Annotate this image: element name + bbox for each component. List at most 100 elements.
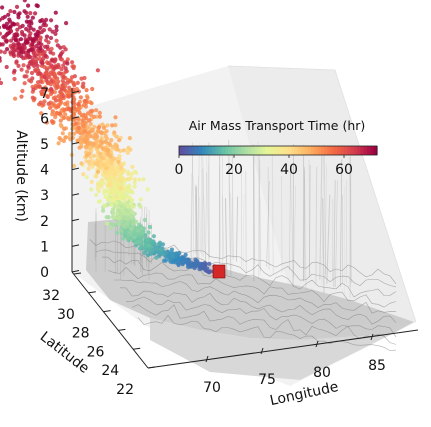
trajectory-point (59, 51, 64, 57)
trajectory-point (139, 244, 144, 249)
trajectory-point (0, 80, 4, 86)
z-tick-label: 1 (40, 239, 49, 255)
terrain-ridge-line (114, 279, 397, 314)
trajectory-point (115, 211, 120, 216)
trajectory-point (22, 0, 27, 3)
trajectory-point (31, 63, 37, 69)
colorbar-segment (192, 146, 197, 155)
trajectory-point (154, 255, 159, 260)
trajectory-point (50, 58, 55, 63)
trajectory-point (12, 32, 17, 38)
trajectory-point (88, 121, 93, 127)
trajectory-point (21, 63, 26, 68)
trajectory-point (22, 81, 27, 86)
trajectory-point (99, 178, 105, 183)
trajectory-point (93, 174, 98, 179)
trajectory-point (88, 109, 93, 114)
x-tick-mark (260, 347, 264, 355)
colorbar-segment (278, 146, 282, 155)
trajectory-point (76, 125, 81, 130)
trajectory-point (130, 164, 135, 169)
trajectory-point (129, 189, 134, 194)
trajectory-point (207, 270, 212, 275)
trajectory-point (72, 74, 77, 79)
terrain-base (86, 218, 414, 340)
x-tick-label: 80 (313, 365, 331, 381)
trajectory-point (19, 54, 24, 59)
colorbar-segment (208, 146, 213, 155)
trajectory-point (46, 101, 51, 106)
trajectory-point (4, 39, 9, 44)
trajectory-point (59, 87, 64, 92)
colorbar-segment (245, 146, 249, 155)
colorbar-segment (307, 146, 312, 155)
trajectory-point (122, 197, 127, 202)
trajectory-point (52, 66, 57, 71)
trajectory-point (132, 184, 137, 189)
trajectory-point (71, 65, 76, 71)
trajectory-point (61, 74, 66, 80)
trajectory-point (62, 80, 67, 85)
trajectory-point (22, 33, 27, 38)
trajectory-point (89, 187, 94, 192)
trajectory-point (62, 126, 67, 131)
x-tick-label: 75 (258, 372, 276, 388)
trajectory-point (48, 82, 54, 87)
trajectory-point (31, 38, 36, 43)
colorbar-segment (301, 146, 305, 155)
trajectory-point (54, 24, 59, 29)
trajectory-point (135, 228, 140, 233)
trajectory-point (38, 100, 43, 105)
trajectory-point (53, 31, 58, 36)
trajectory-point (59, 67, 64, 72)
trajectory-point (38, 25, 43, 30)
x-axis-label: Longitude (268, 379, 339, 409)
trajectory-point (87, 118, 92, 123)
trajectory-point (109, 166, 114, 171)
trajectory-point (118, 200, 123, 206)
trajectory-point (68, 107, 73, 112)
trajectory-point (83, 139, 88, 144)
trajectory-point (108, 221, 113, 226)
trajectory-point (125, 236, 130, 241)
trajectory-point (42, 86, 47, 92)
trajectory-point (57, 98, 62, 103)
trajectory-point (98, 143, 103, 148)
z-tick-mark (71, 193, 80, 196)
y-tick-label: 24 (101, 363, 119, 379)
z-tick-label: 0 (40, 265, 49, 281)
trajectory-point (112, 130, 117, 135)
trajectory-point (0, 49, 3, 54)
trajectory-point (95, 68, 100, 73)
colorbar-segment (231, 146, 236, 155)
trajectory-point (94, 192, 99, 197)
trajectory-point (0, 31, 2, 36)
trajectory-point (125, 176, 130, 182)
trajectory-point (101, 125, 106, 130)
z-tick-label: 3 (40, 188, 49, 204)
trajectory-point (94, 108, 99, 113)
colorbar-segment (221, 146, 226, 155)
trajectory-point (134, 170, 139, 175)
x-tick-mark (370, 333, 374, 341)
trajectory-point (142, 217, 147, 223)
trajectory-point (81, 172, 86, 177)
trajectory-point (138, 197, 143, 202)
trajectory-point (104, 215, 109, 220)
trajectory-point (132, 177, 137, 182)
colorbar-tick-label: 40 (280, 162, 298, 178)
trajectory-point (200, 262, 205, 267)
trajectory-point (138, 204, 143, 209)
trajectory-point (26, 64, 31, 69)
trajectory-point (117, 154, 122, 159)
trajectory-point (54, 28, 59, 33)
trajectory-point (28, 19, 33, 24)
trajectory-point (37, 71, 42, 76)
trajectory-point (44, 38, 49, 43)
colorbar-segment (317, 146, 322, 155)
trajectory-point (146, 230, 151, 235)
colorbar-title: Air Mass Transport Time (hr) (189, 118, 366, 133)
trajectory-point (99, 155, 104, 160)
trajectory-point (121, 223, 126, 228)
trajectory-point (197, 267, 202, 272)
